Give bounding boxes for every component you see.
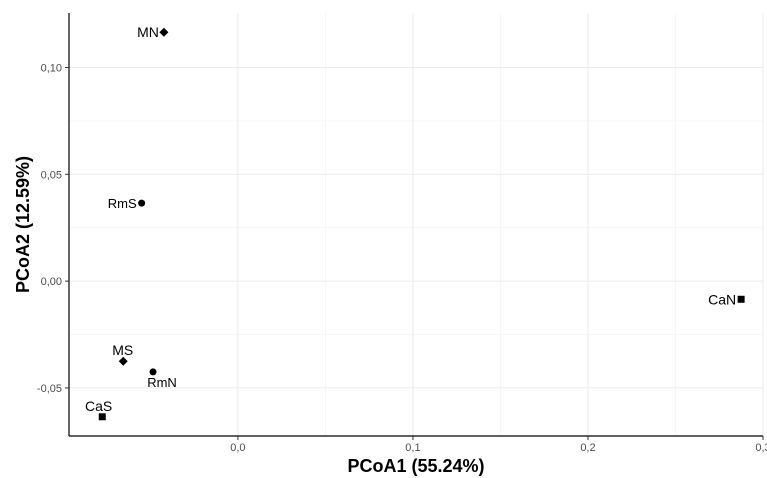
major-grid — [69, 13, 764, 436]
y-tick-label: 0,05 — [41, 169, 62, 181]
point-label: MS — [112, 342, 133, 358]
square-marker — [737, 295, 745, 303]
point-rms: RmS — [108, 196, 146, 211]
point-label: CaN — [708, 291, 736, 307]
data-points: MN RmS CaN MS RmN CaS — [85, 24, 745, 421]
y-tick-label: -0,05 — [37, 383, 62, 395]
diamond-marker — [118, 356, 128, 366]
point-cas: CaS — [85, 398, 112, 421]
x-axis-ticks: 0,0 0,1 0,2 0,3 — [230, 436, 767, 454]
y-tick-label: 0,00 — [41, 276, 62, 288]
y-axis-title: PCoA2 (12.59%) — [13, 156, 33, 293]
square-marker — [98, 413, 106, 421]
point-ms: MS — [112, 342, 133, 366]
y-tick-label: 0,10 — [41, 62, 62, 74]
x-tick-label: 0,1 — [405, 442, 420, 454]
minor-grid — [69, 13, 763, 436]
point-label: RmS — [108, 196, 137, 211]
y-axis-ticks: -0,05 0,00 0,05 0,10 — [37, 62, 69, 395]
diamond-marker — [159, 27, 169, 37]
circle-marker — [149, 368, 157, 376]
x-axis-title: PCoA1 (55.24%) — [347, 456, 484, 476]
x-tick-label: 0,3 — [755, 442, 767, 454]
point-label: MN — [137, 24, 159, 40]
point-label: RmN — [147, 375, 177, 390]
circle-marker — [138, 199, 146, 207]
x-tick-label: 0,2 — [580, 442, 595, 454]
point-mn: MN — [137, 24, 169, 40]
x-tick-label: 0,0 — [230, 442, 245, 454]
point-can: CaN — [708, 291, 745, 307]
point-rmn: RmN — [147, 368, 177, 390]
point-label: CaS — [85, 398, 112, 414]
